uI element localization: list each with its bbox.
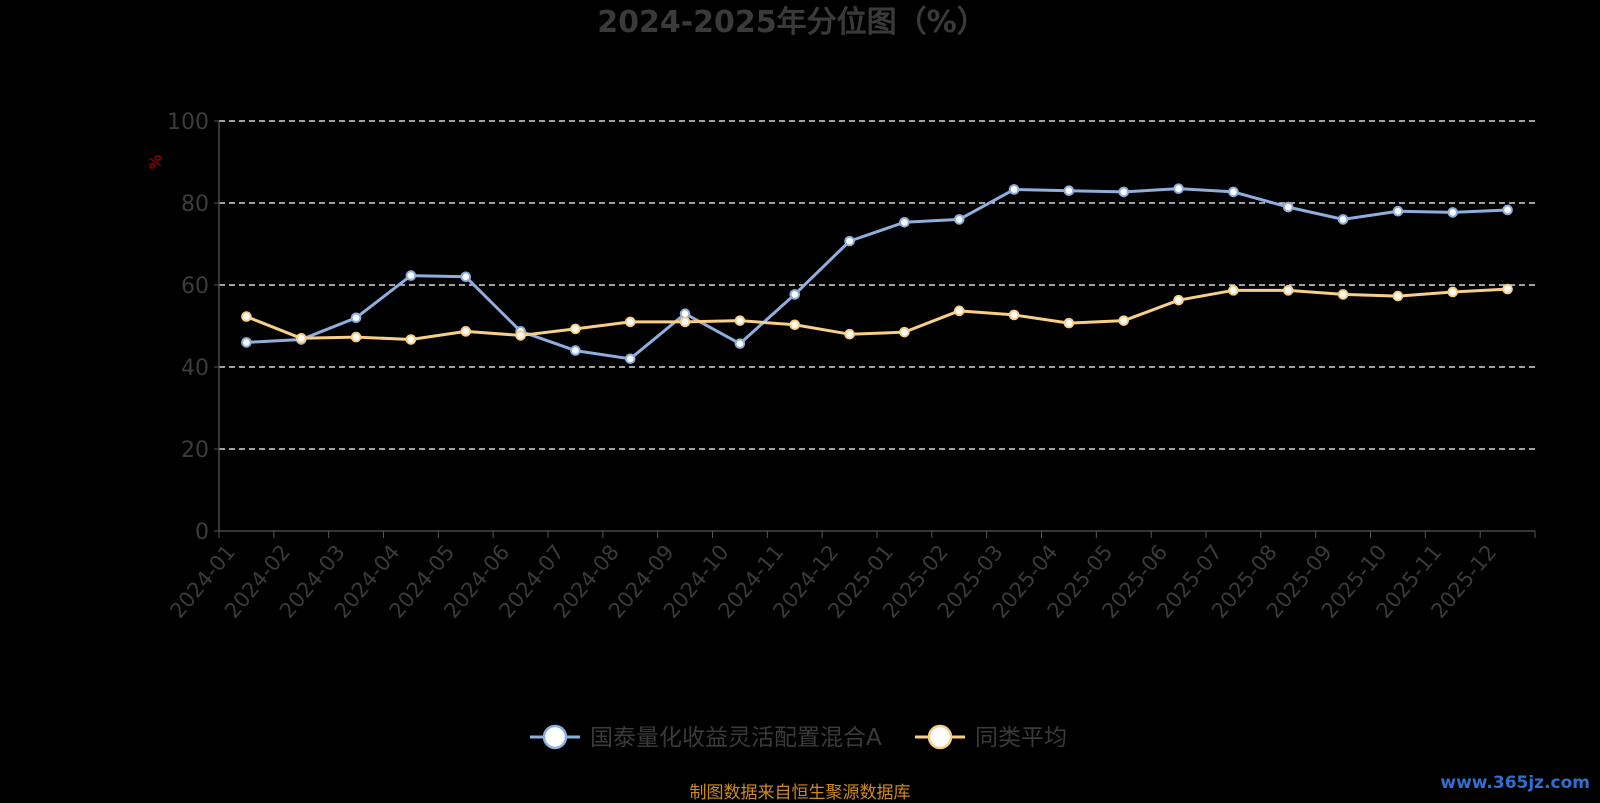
- legend-marker-icon: [542, 724, 568, 750]
- series-line: [245, 287, 1508, 342]
- data-point: [460, 271, 472, 283]
- grid-lines: [219, 120, 1535, 450]
- data-point: [1447, 286, 1459, 298]
- data-point: [1228, 285, 1239, 296]
- legend-label: 同类平均: [975, 725, 1067, 751]
- legend-label: 国泰量化收益灵活配置混合A: [590, 725, 882, 751]
- data-point: [953, 214, 965, 225]
- data-point: [515, 330, 526, 341]
- series-1: [241, 183, 1513, 365]
- data-point: [1392, 205, 1404, 217]
- data-point: [241, 311, 252, 322]
- data-point: [1337, 214, 1349, 225]
- data-point: [1502, 204, 1513, 216]
- data-point: [1063, 317, 1075, 329]
- data-point: [1282, 285, 1294, 296]
- legend-item-2[interactable]: 同类平均: [915, 724, 1067, 751]
- data-point: [679, 316, 691, 328]
- data-point: [295, 333, 307, 344]
- data-point: [1502, 283, 1513, 295]
- data-point: [953, 305, 965, 317]
- watermark: www.365jz.com: [1440, 773, 1590, 793]
- y-axis-unit-label: %: [146, 154, 165, 169]
- y-tick-label: 60: [181, 274, 209, 299]
- chart-title: 2024-2025年分位图（%）: [597, 5, 987, 40]
- data-point: [350, 331, 362, 343]
- data-point: [1392, 290, 1404, 302]
- data-point: [789, 289, 801, 300]
- data-source-note: 制图数据来自恒生聚源数据库: [689, 783, 911, 803]
- data-point: [1118, 186, 1130, 198]
- y-tick-label: 20: [181, 438, 209, 463]
- data-point: [844, 235, 855, 247]
- data-point: [1173, 183, 1184, 194]
- series-group: [241, 183, 1513, 365]
- data-point: [899, 326, 910, 338]
- legend-item-1[interactable]: 国泰量化收益灵活配置混合A: [530, 724, 882, 751]
- data-point: [1008, 184, 1020, 195]
- data-point: [405, 270, 417, 281]
- data-point: [624, 316, 636, 328]
- data-point: [844, 328, 855, 340]
- series-line: [246, 187, 1508, 361]
- data-point: [570, 323, 581, 335]
- data-point: [1118, 315, 1130, 326]
- data-point: [734, 315, 746, 326]
- data-point: [570, 345, 581, 356]
- y-tick-label: 100: [167, 110, 209, 135]
- data-point: [405, 334, 417, 345]
- legend-marker-icon: [927, 724, 953, 750]
- y-tick-label: 0: [195, 520, 209, 545]
- data-point: [1173, 294, 1184, 306]
- data-point: [1282, 201, 1294, 213]
- y-axis-ticks: 0 20 40 60 80 100: [167, 110, 219, 545]
- data-point: [350, 312, 362, 324]
- data-point: [734, 338, 746, 349]
- data-point: [1008, 309, 1020, 321]
- data-point: [460, 326, 472, 337]
- data-point: [789, 319, 801, 331]
- data-point: [899, 216, 910, 228]
- data-point: [1063, 185, 1075, 196]
- x-axis-ticks: 2024-012024-022024-032024-042024-052024-…: [165, 531, 1536, 623]
- data-point: [1228, 186, 1239, 198]
- y-tick-label: 40: [181, 356, 209, 381]
- data-point: [1447, 207, 1459, 218]
- legend[interactable]: 国泰量化收益灵活配置混合A 同类平均: [530, 724, 1067, 751]
- y-tick-label: 80: [181, 192, 209, 217]
- axes: [218, 121, 1535, 532]
- series-2: [241, 283, 1513, 345]
- data-point: [241, 337, 252, 348]
- data-point: [624, 353, 636, 365]
- data-point: [1337, 289, 1349, 300]
